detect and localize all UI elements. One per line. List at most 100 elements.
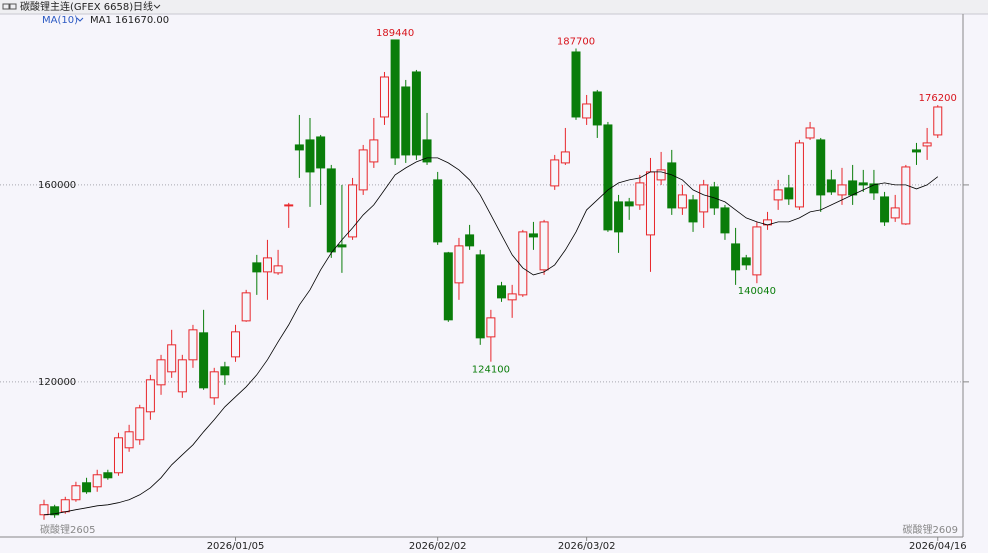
candle-body	[837, 184, 847, 196]
low-label: 124100	[472, 365, 510, 376]
candle-body	[369, 139, 379, 163]
candle-body	[145, 379, 155, 413]
candle-body	[390, 39, 400, 159]
ma-line	[43, 157, 939, 516]
candle-body	[858, 182, 868, 186]
period-selector[interactable]: 日线	[133, 0, 153, 13]
chart-title: 碳酸锂主连(GFEX 6658)	[20, 0, 133, 13]
candle-body	[284, 204, 294, 207]
candle-body	[624, 201, 634, 207]
candle-body	[422, 139, 432, 163]
candle-body	[199, 332, 209, 389]
candle-body	[337, 244, 347, 248]
candle-body	[741, 257, 751, 266]
candle-body	[731, 243, 741, 271]
candle-body	[316, 136, 326, 169]
candle-body	[507, 293, 517, 301]
candle-body	[433, 179, 443, 243]
candle-body	[794, 142, 804, 208]
icon-part	[9, 3, 17, 10]
candle-body	[358, 149, 368, 191]
candle-body	[773, 189, 783, 201]
high-label: 176200	[919, 93, 957, 104]
y-tick-label: 160000	[38, 180, 76, 191]
candle-body	[379, 76, 389, 118]
y-tick-label: 120000	[38, 377, 76, 388]
candle-body	[305, 139, 315, 173]
indicator-name[interactable]: MA(10)	[42, 15, 78, 26]
candle-body	[890, 207, 900, 219]
x-tick-label: 2026/03/02	[558, 541, 616, 552]
candle-body	[39, 504, 49, 516]
candle-body	[71, 485, 81, 501]
candle-body	[231, 331, 241, 358]
candle-body	[667, 162, 677, 209]
candle-body	[113, 437, 123, 474]
candle-body	[656, 169, 666, 181]
candle-body	[103, 472, 113, 479]
low-label: 140040	[738, 286, 776, 297]
candle-body	[603, 124, 613, 231]
candle-body	[177, 359, 187, 393]
right-contract: 碳酸锂2609	[903, 523, 958, 536]
candle-body	[805, 127, 815, 139]
left-contract: 碳酸锂2605	[40, 523, 95, 536]
candle-body	[869, 183, 879, 194]
candle-body	[688, 199, 698, 223]
candle-body	[156, 359, 166, 386]
candle-body	[60, 499, 70, 513]
x-tick-label: 2026/04/16	[909, 541, 967, 552]
candle-body	[826, 179, 836, 193]
candle-body	[411, 71, 421, 156]
candle-body	[752, 226, 762, 276]
candle-body	[241, 292, 251, 322]
candle-body	[167, 344, 177, 373]
candle-body	[326, 168, 336, 253]
candle-body	[273, 265, 283, 274]
candle-body	[720, 207, 730, 234]
candle-body	[475, 254, 485, 339]
icon-part	[2, 3, 10, 10]
candle-body	[699, 184, 709, 213]
candle-body	[635, 182, 645, 206]
candle-body	[486, 317, 496, 338]
candle-body	[188, 329, 198, 361]
candle-body	[582, 103, 592, 119]
candle-body	[911, 149, 921, 153]
candle-body	[92, 474, 102, 488]
candle-body	[571, 51, 581, 118]
candle-body	[209, 371, 219, 399]
candle-body	[294, 144, 304, 151]
candle-body	[645, 171, 655, 236]
candle-body	[550, 159, 560, 187]
candle-body	[454, 245, 464, 284]
candle-body	[528, 233, 538, 238]
candle-body	[401, 86, 411, 156]
candle-body	[709, 186, 719, 209]
window-icon	[2, 3, 17, 10]
candle-body	[82, 482, 92, 493]
candle-body	[901, 166, 911, 225]
high-label: 189440	[376, 28, 414, 39]
candle-body	[518, 231, 528, 296]
candle-body	[539, 221, 549, 271]
candle-body	[465, 234, 475, 247]
x-tick-label: 2026/02/02	[409, 541, 467, 552]
candle-body	[220, 366, 230, 376]
candle-body	[560, 151, 570, 164]
candle-body	[922, 142, 932, 147]
period-chevron[interactable]	[153, 4, 161, 9]
indicator-value: MA1 161670.00	[90, 15, 169, 26]
candle-body	[124, 431, 134, 449]
high-label: 187700	[557, 37, 595, 48]
candle-body	[443, 252, 453, 321]
candle-body	[933, 106, 943, 136]
x-tick-label: 2026/01/05	[207, 541, 265, 552]
candle-body	[348, 184, 358, 238]
candle-body	[50, 506, 60, 516]
candle-body	[262, 257, 272, 273]
indicator-chevron[interactable]	[76, 17, 84, 22]
